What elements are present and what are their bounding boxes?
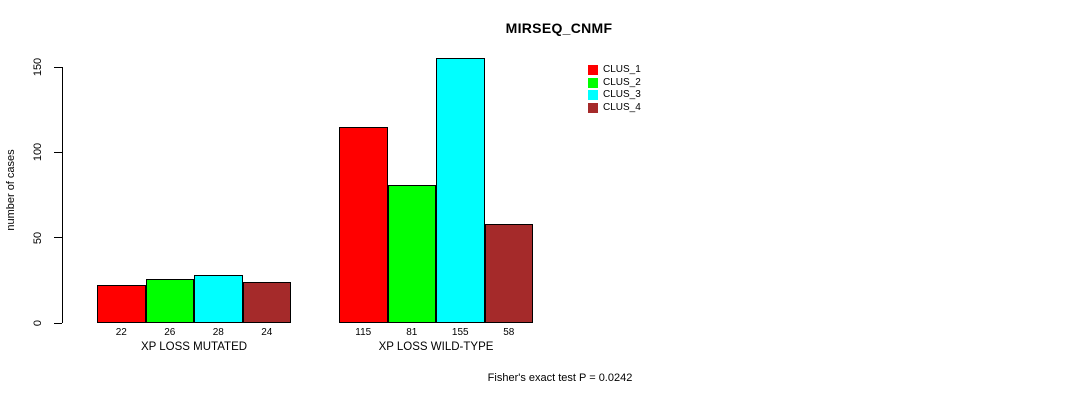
legend-swatch-clus_2: [588, 77, 598, 88]
legend-label: CLUS_2: [603, 76, 641, 88]
y-axis-label: number of cases: [5, 149, 17, 231]
y-tick-mark: [54, 237, 62, 239]
footnote-pvalue: Fisher's exact test P = 0.0242: [487, 372, 633, 384]
bar-value-label: 28: [212, 327, 224, 338]
bar-value-label: 24: [261, 327, 273, 338]
bar-value-label: 115: [355, 327, 372, 338]
legend-label: CLUS_1: [603, 64, 641, 75]
y-tick-mark: [54, 322, 62, 324]
bar-value-label: 22: [115, 327, 127, 338]
bar-clus_4-group1: [242, 282, 291, 323]
legend-swatch-clus_4: [588, 102, 598, 113]
bar-clus_1-group2: [339, 126, 388, 323]
bar-clus_3-group1: [194, 275, 243, 323]
y-tick-mark: [54, 66, 62, 68]
y-tick-label: 100: [32, 143, 44, 162]
bar-clus_2-group2: [387, 184, 436, 323]
y-tick-label: 150: [32, 57, 44, 77]
x-category-label: XP LOSS WILD-TYPE: [378, 341, 494, 353]
y-axis-line: [62, 67, 63, 323]
legend-label: CLUS_4: [603, 101, 641, 113]
legend-label: CLUS_3: [603, 89, 641, 101]
bar-value-label: 26: [164, 327, 176, 338]
x-category-label: XP LOSS MUTATED: [140, 341, 248, 353]
y-tick-label: 50: [32, 231, 44, 244]
bar-value-label: 155: [451, 327, 469, 338]
bar-clus_2-group1: [145, 278, 194, 323]
y-tick-label: 0: [32, 319, 44, 327]
bar-clus_3-group2: [436, 58, 485, 323]
bar-clus_4-group2: [484, 224, 533, 323]
legend-swatch-clus_3: [588, 90, 598, 101]
chart-title: MIRSEQ_CNMF: [505, 20, 613, 36]
legend-swatch-clus_1: [588, 65, 598, 75]
y-tick-mark: [54, 151, 62, 153]
bar-clus_1-group1: [97, 285, 146, 323]
bar-value-label: 58: [503, 327, 515, 338]
bar-value-label: 81: [406, 327, 418, 338]
